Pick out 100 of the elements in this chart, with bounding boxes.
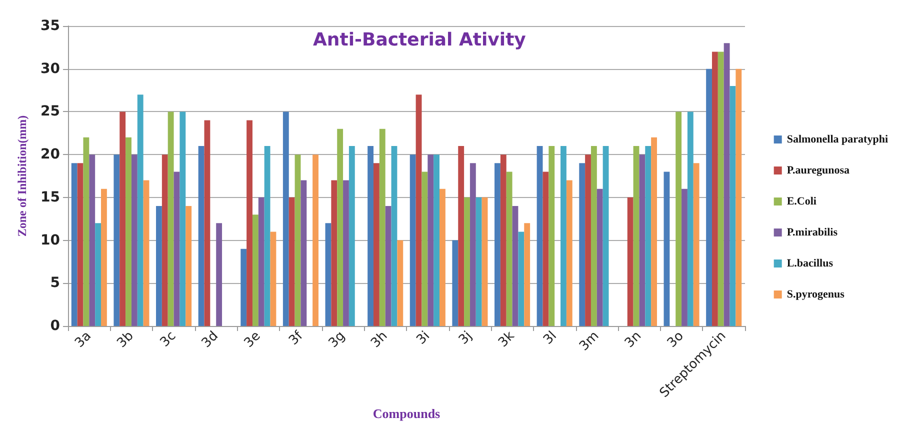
bar <box>312 154 318 326</box>
bar <box>300 180 307 326</box>
bar <box>524 223 530 326</box>
bar <box>156 206 162 326</box>
bar <box>548 146 555 326</box>
bar <box>585 154 591 326</box>
bar <box>168 112 174 326</box>
y-tick-label: 0 <box>50 318 60 334</box>
bar <box>712 52 718 326</box>
bar <box>137 94 144 326</box>
bar <box>627 197 634 326</box>
bar <box>391 146 398 326</box>
bar <box>120 112 126 326</box>
bar <box>348 146 355 326</box>
bar <box>89 154 96 326</box>
bar <box>325 223 332 326</box>
bar <box>518 232 524 326</box>
x-tick-label: 3h <box>368 328 391 351</box>
bar <box>506 172 512 326</box>
bar <box>143 180 150 326</box>
bar <box>730 86 736 326</box>
bar <box>126 137 132 326</box>
bar <box>464 197 470 326</box>
x-tick-label: 3g <box>326 328 348 351</box>
bar <box>596 188 603 326</box>
bar <box>633 146 640 326</box>
bar <box>416 94 422 326</box>
bar <box>706 68 712 326</box>
legend-label: L.bacillus <box>786 258 834 270</box>
bar <box>602 146 609 326</box>
x-tick-label: 3a <box>72 328 94 351</box>
x-tick-label: 3e <box>242 328 264 351</box>
bar <box>536 146 543 326</box>
bar <box>368 146 374 326</box>
bar <box>83 137 90 326</box>
bar <box>373 163 380 326</box>
bar <box>379 128 386 326</box>
bar <box>482 197 488 326</box>
bar <box>101 188 107 326</box>
bar <box>560 146 566 326</box>
bar <box>645 146 652 326</box>
bar <box>270 232 276 326</box>
y-tick-label: 25 <box>40 104 60 120</box>
y-tick-label: 35 <box>40 18 60 34</box>
bar <box>343 180 349 326</box>
x-tick-label: 3b <box>114 328 137 351</box>
y-axis-title: Zone of Inhibition(mm) <box>15 115 29 237</box>
bar <box>216 223 222 326</box>
bar <box>131 154 138 326</box>
x-tick-label: 3i <box>414 328 433 348</box>
bar <box>385 206 392 326</box>
bar <box>114 154 120 326</box>
bar <box>337 128 344 326</box>
bar <box>693 163 700 326</box>
legend-label: P.mirabilis <box>786 226 838 238</box>
legend-label: P.auregunosa <box>786 164 850 176</box>
bar <box>736 68 742 326</box>
bar <box>246 120 252 326</box>
bar <box>258 197 264 326</box>
bar <box>204 120 210 326</box>
legend-label: S.pyrogenus <box>786 288 846 300</box>
bar <box>566 180 572 326</box>
bar <box>542 172 549 326</box>
bar <box>512 206 518 326</box>
bar <box>422 172 428 326</box>
bar <box>331 180 338 326</box>
x-tick-label: 3j <box>456 328 476 348</box>
y-tick-label: 15 <box>40 189 60 206</box>
bar <box>590 146 597 326</box>
bar <box>71 163 78 326</box>
y-tick-label: 5 <box>50 275 60 292</box>
bar <box>664 172 670 326</box>
chart-title: Anti-Bacterial Ativity <box>313 30 526 50</box>
bar <box>198 146 204 326</box>
bar <box>682 188 688 326</box>
bar <box>186 206 192 326</box>
x-axis-title: Compounds <box>372 406 440 422</box>
bar <box>410 154 416 326</box>
x-tick-label: 3m <box>576 328 602 354</box>
bar <box>397 240 404 326</box>
x-tick-label: 3n <box>622 328 645 351</box>
bar <box>162 154 168 326</box>
bar <box>288 197 295 326</box>
bar <box>434 154 440 326</box>
bar <box>77 163 84 326</box>
bar <box>651 137 657 326</box>
legend-label: Salmonella paratyphi <box>786 134 888 146</box>
bar <box>687 112 694 326</box>
bar <box>724 43 730 326</box>
bar <box>240 248 247 326</box>
bar <box>95 223 102 326</box>
bar <box>718 52 724 326</box>
bar <box>428 154 434 326</box>
x-tick-label: 3d <box>199 328 222 351</box>
y-tick-label: 20 <box>40 146 60 163</box>
bar <box>282 112 289 326</box>
bar <box>639 154 646 326</box>
bar <box>252 214 258 326</box>
x-tick-label: 3f <box>286 328 306 348</box>
bar <box>440 188 446 326</box>
